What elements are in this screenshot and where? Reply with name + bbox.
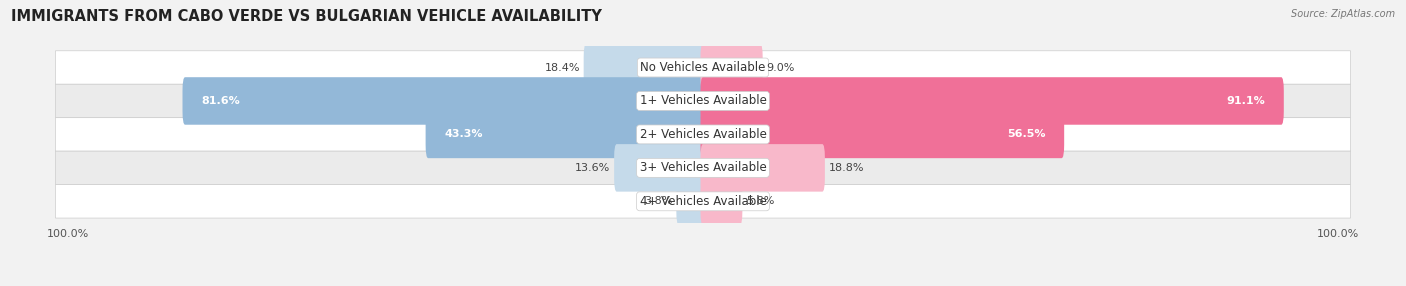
Text: Source: ZipAtlas.com: Source: ZipAtlas.com (1291, 9, 1395, 19)
Text: 3.8%: 3.8% (644, 196, 672, 206)
Text: 9.0%: 9.0% (766, 63, 794, 73)
FancyBboxPatch shape (700, 44, 762, 91)
FancyBboxPatch shape (583, 44, 706, 91)
FancyBboxPatch shape (55, 151, 1351, 184)
Text: IMMIGRANTS FROM CABO VERDE VS BULGARIAN VEHICLE AVAILABILITY: IMMIGRANTS FROM CABO VERDE VS BULGARIAN … (11, 9, 602, 23)
FancyBboxPatch shape (700, 111, 1064, 158)
FancyBboxPatch shape (183, 77, 706, 125)
Text: 81.6%: 81.6% (201, 96, 239, 106)
Text: 18.8%: 18.8% (828, 163, 865, 173)
FancyBboxPatch shape (55, 51, 1351, 84)
FancyBboxPatch shape (614, 144, 706, 192)
FancyBboxPatch shape (55, 184, 1351, 218)
FancyBboxPatch shape (676, 178, 706, 225)
Text: 3+ Vehicles Available: 3+ Vehicles Available (640, 161, 766, 174)
FancyBboxPatch shape (426, 111, 706, 158)
Text: 56.5%: 56.5% (1007, 130, 1046, 139)
Text: 43.3%: 43.3% (444, 130, 482, 139)
FancyBboxPatch shape (700, 178, 742, 225)
FancyBboxPatch shape (55, 118, 1351, 151)
FancyBboxPatch shape (700, 144, 825, 192)
Text: 91.1%: 91.1% (1226, 96, 1265, 106)
FancyBboxPatch shape (55, 84, 1351, 118)
Text: No Vehicles Available: No Vehicles Available (640, 61, 766, 74)
Text: 18.4%: 18.4% (544, 63, 579, 73)
FancyBboxPatch shape (700, 77, 1284, 125)
Text: 4+ Vehicles Available: 4+ Vehicles Available (640, 195, 766, 208)
Text: 1+ Vehicles Available: 1+ Vehicles Available (640, 94, 766, 108)
Text: 5.8%: 5.8% (747, 196, 775, 206)
Text: 13.6%: 13.6% (575, 163, 610, 173)
Text: 2+ Vehicles Available: 2+ Vehicles Available (640, 128, 766, 141)
